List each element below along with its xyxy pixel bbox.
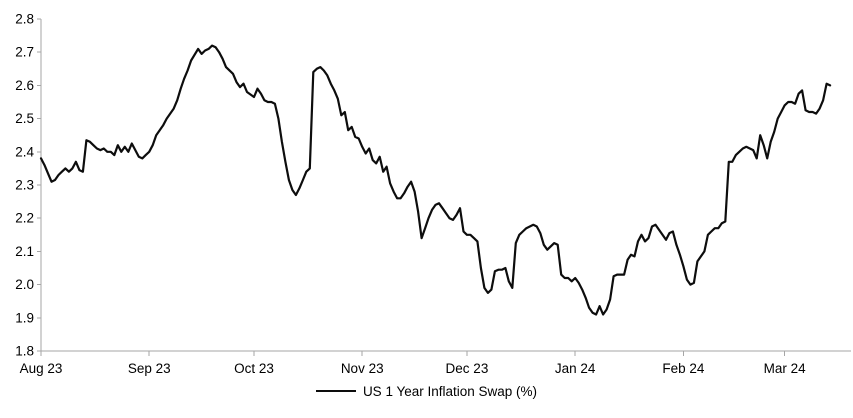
y-tick-label: 2.0 — [15, 277, 34, 292]
x-tick-label: Nov 23 — [341, 361, 384, 376]
x-tick-label: Feb 24 — [662, 361, 705, 376]
y-tick-label: 2.4 — [15, 144, 34, 159]
legend-line-sample — [315, 389, 356, 393]
y-tick-label: 2.3 — [15, 178, 34, 193]
y-tick-label: 2.7 — [15, 45, 34, 60]
x-tick-label: Dec 23 — [446, 361, 489, 376]
y-tick-label: 2.6 — [15, 78, 34, 93]
y-tick-label: 2.1 — [15, 244, 34, 259]
y-tick-label: 2.8 — [15, 12, 34, 27]
legend-label: US 1 Year Inflation Swap (%) — [362, 383, 538, 399]
x-tick-label: Jan 24 — [555, 361, 596, 376]
y-tick-label: 2.5 — [15, 111, 34, 126]
y-tick-label: 2.2 — [15, 211, 34, 226]
legend: US 1 Year Inflation Swap (%) — [0, 381, 853, 401]
x-tick-label: Oct 23 — [234, 361, 274, 376]
y-tick-label: 1.8 — [15, 344, 34, 359]
x-tick-label: Sep 23 — [128, 361, 171, 376]
series-line — [39, 44, 832, 316]
x-tick-label: Mar 24 — [764, 361, 807, 376]
y-tick-label: 1.9 — [15, 310, 34, 325]
x-tick-label: Aug 23 — [20, 361, 63, 376]
